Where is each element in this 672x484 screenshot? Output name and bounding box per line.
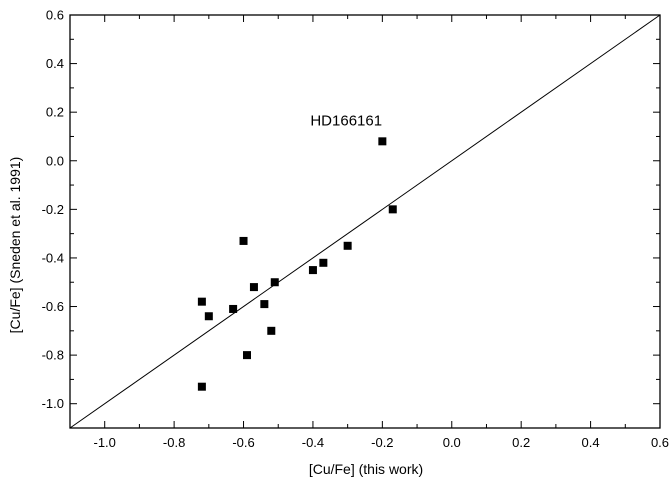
data-point (249, 283, 258, 292)
x-tick-label: -0.6 (232, 435, 254, 450)
x-tick-label: -1.0 (94, 435, 116, 450)
y-tick-label: 0.4 (46, 56, 64, 71)
y-tick-label: -0.6 (42, 299, 64, 314)
plot-layer: -1.0 -0.8 -0.6 -0.4 -0.2 0.0 0.2 0.4 0.6 -1.0 -0.8… (42, 8, 669, 451)
data-point (243, 351, 251, 360)
data-point (267, 326, 276, 335)
one-to-one-reference-line (69, 14, 661, 429)
y-tick-label: 0.0 (46, 153, 64, 168)
x-tick-label: -0.4 (302, 435, 324, 450)
x-tick-label: 0.4 (582, 435, 600, 450)
point-annotation: HD166161 (310, 112, 382, 129)
data-point (239, 236, 248, 245)
y-tick-label: -0.4 (42, 250, 64, 265)
x-axis-title: [Cu/Fe] (this work) (309, 461, 423, 477)
y-tick-label: 0.2 (46, 105, 64, 120)
y-tick-label: -0.2 (42, 202, 64, 217)
data-point (197, 382, 206, 391)
data-point (270, 278, 279, 287)
data-point (229, 304, 238, 313)
x-tick-label: 0.6 (651, 435, 669, 450)
x-tick-label: -0.8 (163, 435, 185, 450)
data-point (308, 266, 317, 275)
data-point (319, 258, 328, 267)
x-tick-label: 0.2 (512, 435, 530, 450)
y-tick-label: -0.8 (42, 348, 64, 363)
data-point (260, 300, 269, 309)
x-tick-label: -0.2 (371, 435, 393, 450)
x-tick-label: 0.0 (443, 435, 461, 450)
plot-frame (69, 14, 661, 429)
y-axis-title: [Cu/Fe] (Sneden et al. 1991) (7, 157, 23, 334)
data-point (378, 137, 387, 146)
data-point (204, 312, 213, 321)
y-tick-label: -1.0 (42, 396, 64, 411)
y-tick-label: 0.6 (46, 8, 64, 23)
data-point (197, 297, 206, 306)
data-point (343, 241, 352, 250)
data-point (388, 205, 397, 214)
